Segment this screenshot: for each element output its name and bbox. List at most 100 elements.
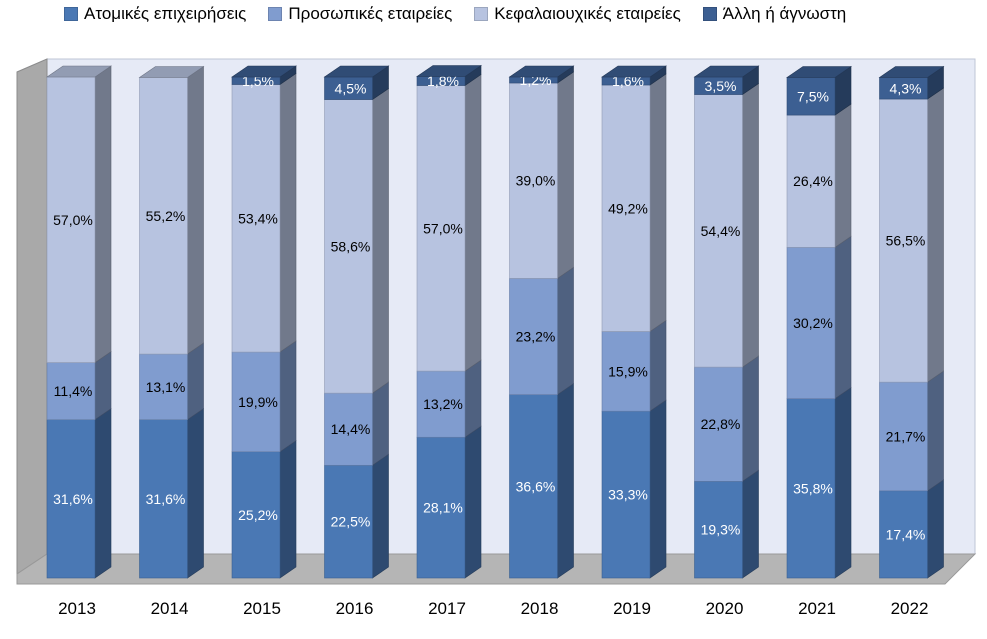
bar-segment [416, 370, 466, 438]
bar-top [508, 65, 575, 78]
bar-segment-side [94, 408, 112, 579]
bar-segment [509, 82, 558, 279]
bar-segment-side [742, 469, 759, 579]
legend: Ατομικές επιχειρήσεις Προσωπικές εταιρείε… [64, 4, 868, 24]
legend-label: Προσωπικές εταιρείες [288, 4, 453, 23]
data-label: 31,6% [146, 491, 186, 507]
bar-segment [231, 84, 281, 353]
x-tick-label: 2021 [798, 599, 836, 618]
data-label: 7,5% [797, 88, 829, 104]
bar-segment [324, 464, 373, 579]
data-label: 4,3% [890, 80, 922, 96]
bar-segment-side [372, 453, 389, 579]
bar-segment-side [834, 235, 852, 400]
bar-top [138, 66, 205, 78]
data-label: 57,0% [53, 212, 93, 228]
bar-segment [324, 392, 373, 466]
data-label: 13,1% [146, 379, 186, 395]
bar-segment-side [464, 359, 482, 438]
side-wall [16, 58, 48, 575]
bar-segment-side [927, 87, 944, 383]
legend-label: Κεφαλαιουχικές εταιρείες [494, 4, 681, 23]
x-tick-label: 2019 [613, 599, 651, 618]
data-label: 19,3% [701, 522, 741, 538]
x-tick-label: 2017 [428, 599, 466, 618]
legend-item: Προσωπικές εταιρείες [268, 4, 452, 24]
bar-segment [879, 381, 928, 492]
bar-segment-side [742, 82, 759, 368]
bar-segment [416, 85, 466, 372]
bar-top [46, 65, 112, 78]
bar-segment-side [464, 73, 482, 372]
data-label: 28,1% [423, 500, 463, 516]
bar-segment-side [279, 72, 297, 353]
legend-item: Ατομικές επιχειρήσεις [64, 4, 246, 24]
legend-item: Κεφαλαιουχικές εταιρείες [474, 4, 681, 24]
x-tick-label: 2014 [151, 599, 189, 618]
bar-segment [509, 394, 558, 579]
bar-top [323, 65, 390, 78]
bar-segment [786, 77, 836, 116]
legend-label: Ατομικές επιχειρήσεις [84, 4, 247, 23]
bar-segment [694, 94, 743, 368]
bar-segment [509, 278, 558, 395]
bar-segment [416, 436, 466, 579]
bar-segment [231, 351, 281, 453]
data-label: 14,4% [331, 421, 371, 437]
data-label: 30,2% [793, 315, 833, 331]
bar-segment-side [94, 350, 112, 421]
bar-segment-side [834, 103, 852, 248]
bar-top [878, 66, 945, 78]
data-label: 25,2% [238, 507, 278, 523]
data-label: 36,6% [516, 478, 556, 494]
bar-top [416, 65, 482, 77]
data-label: 39,0% [516, 173, 556, 189]
bar-segment-side [927, 479, 944, 579]
data-label: 56,5% [886, 233, 926, 249]
bar-segment-side [94, 65, 112, 364]
bar-segment-side [187, 342, 204, 421]
data-label: 13,2% [423, 396, 463, 412]
data-label: 54,4% [701, 223, 741, 239]
bar-segment [786, 247, 836, 399]
bar-segment-side [649, 399, 667, 579]
bar-segment [139, 419, 188, 579]
x-tick-label: 2018 [521, 599, 559, 618]
bar-segment [601, 84, 651, 332]
legend-swatch [474, 7, 489, 21]
bar-segment-side [557, 266, 574, 396]
data-label: 3,5% [705, 78, 737, 94]
data-label: 57,0% [423, 220, 463, 236]
legend-swatch [702, 7, 717, 21]
bar-segment [786, 398, 836, 579]
x-tick-label: 2022 [891, 599, 929, 618]
bar-segment-side [742, 355, 759, 482]
bar-segment-side [649, 73, 667, 333]
bar-segment [46, 362, 96, 420]
bar-segment-side [187, 65, 204, 355]
data-label: 49,2% [608, 200, 648, 216]
bar-segment [879, 490, 928, 579]
bar-segment [694, 481, 743, 579]
bar-segment [786, 114, 836, 248]
data-label: 33,3% [608, 487, 648, 503]
bar-top [231, 65, 297, 78]
data-label: 19,9% [238, 394, 278, 410]
data-label: 15,9% [608, 363, 648, 379]
bar-segment [46, 76, 96, 363]
data-label: 58,6% [331, 238, 371, 254]
bar-segment-side [372, 87, 389, 394]
bar-segment [879, 98, 928, 383]
bar-top [601, 65, 667, 78]
data-label: 22,8% [701, 416, 741, 432]
legend-label: Άλλη ή άγνωστη [722, 4, 847, 23]
bar-top [786, 66, 852, 78]
legend-item: Άλλη ή άγνωστη [702, 4, 847, 24]
data-label: 17,4% [886, 526, 926, 542]
data-label: 23,2% [516, 329, 556, 345]
legend-swatch [268, 7, 283, 21]
data-label: 31,6% [53, 491, 93, 507]
bar-segment-side [372, 381, 389, 466]
